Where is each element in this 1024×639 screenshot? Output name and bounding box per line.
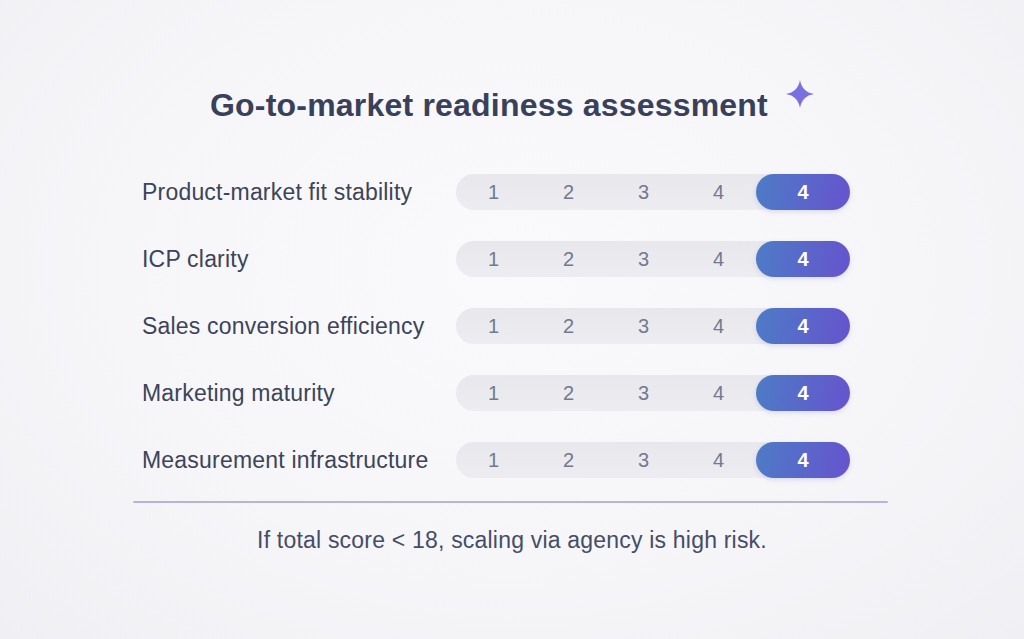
rating-option-1[interactable]: 1 [456,181,531,204]
selected-score-pill[interactable]: 4 [756,375,850,411]
assessment-row: Measurement infrastructure 1 2 3 4 4 [142,442,850,478]
header: Go-to-market readiness assessment [0,86,1024,124]
assessment-row: ICP clarity 1 2 3 4 4 [142,241,850,277]
assessment-card: Go-to-market readiness assessment Produc… [0,0,1024,639]
rating-option-4[interactable]: 4 [681,315,756,338]
rating-option-4[interactable]: 4 [681,248,756,271]
rating-option-1[interactable]: 1 [456,449,531,472]
rating-option-2[interactable]: 2 [531,315,606,338]
selected-score-pill[interactable]: 4 [756,174,850,210]
rating-option-2[interactable]: 2 [531,449,606,472]
rating-option-3[interactable]: 3 [606,181,681,204]
rating-scale: 1 2 3 4 4 [456,241,850,277]
page-title: Go-to-market readiness assessment [210,86,768,124]
criterion-label: Product-market fit stability [142,179,412,206]
rating-option-4[interactable]: 4 [681,449,756,472]
divider [133,501,888,503]
rating-option-2[interactable]: 2 [531,382,606,405]
rating-option-3[interactable]: 3 [606,449,681,472]
risk-note: If total score < 18, scaling via agency … [0,527,1024,554]
criterion-label: Sales conversion efficiency [142,313,424,340]
criterion-label: ICP clarity [142,246,249,273]
selected-score-pill[interactable]: 4 [756,442,850,478]
rating-option-1[interactable]: 1 [456,382,531,405]
rating-option-4[interactable]: 4 [681,181,756,204]
selected-score-pill[interactable]: 4 [756,241,850,277]
criterion-label: Measurement infrastructure [142,447,428,474]
rating-option-2[interactable]: 2 [531,248,606,271]
rating-scale: 1 2 3 4 4 [456,375,850,411]
rating-scale: 1 2 3 4 4 [456,442,850,478]
rating-option-4[interactable]: 4 [681,382,756,405]
criterion-label: Marketing maturity [142,380,335,407]
sparkle-icon [786,80,814,108]
assessment-row: Marketing maturity 1 2 3 4 4 [142,375,850,411]
rating-option-1[interactable]: 1 [456,315,531,338]
selected-score-pill[interactable]: 4 [756,308,850,344]
assessment-row: Sales conversion efficiency 1 2 3 4 4 [142,308,850,344]
rating-option-1[interactable]: 1 [456,248,531,271]
rating-scale: 1 2 3 4 4 [456,308,850,344]
rating-option-2[interactable]: 2 [531,181,606,204]
assessment-row: Product-market fit stability 1 2 3 4 4 [142,174,850,210]
rating-option-3[interactable]: 3 [606,382,681,405]
rating-option-3[interactable]: 3 [606,248,681,271]
rating-option-3[interactable]: 3 [606,315,681,338]
rating-scale: 1 2 3 4 4 [456,174,850,210]
assessment-rows: Product-market fit stability 1 2 3 4 4 I… [142,174,850,478]
